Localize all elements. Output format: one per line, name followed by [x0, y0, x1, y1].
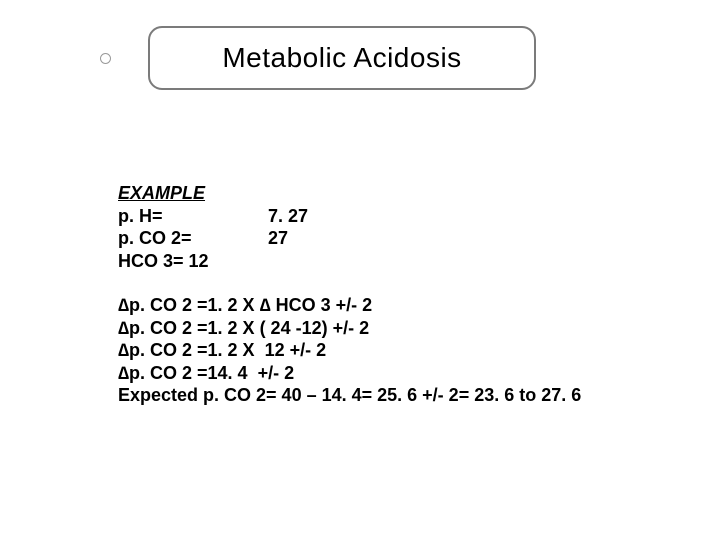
slide: Metabolic Acidosis EXAMPLE p. H= 7. 27 p… — [0, 0, 720, 540]
example-label: p. H= — [118, 205, 268, 228]
title-box: Metabolic Acidosis — [148, 26, 536, 90]
slide-body: EXAMPLE p. H= 7. 27 p. CO 2= 27 HCO 3= 1… — [118, 182, 658, 407]
example-label: p. CO 2= — [118, 227, 268, 250]
calc-line: Expected p. CO 2= 40 – 14. 4= 25. 6 +/- … — [118, 384, 658, 407]
calc-line: ∆p. CO 2 =14. 4 +/- 2 — [118, 362, 658, 385]
calc-line: ∆p. CO 2 =1. 2 X ∆ HCO 3 +/- 2 — [118, 294, 658, 317]
example-label: HCO 3= 12 — [118, 250, 268, 273]
example-row: p. H= 7. 27 — [118, 205, 658, 228]
slide-title: Metabolic Acidosis — [222, 42, 461, 74]
bullet-ring-icon — [100, 53, 111, 64]
calc-block: ∆p. CO 2 =1. 2 X ∆ HCO 3 +/- 2 ∆p. CO 2 … — [118, 294, 658, 407]
example-row: HCO 3= 12 — [118, 250, 658, 273]
calc-line: ∆p. CO 2 =1. 2 X ( 24 -12) +/- 2 — [118, 317, 658, 340]
example-value: 7. 27 — [268, 205, 308, 228]
example-row: p. CO 2= 27 — [118, 227, 658, 250]
example-value: 27 — [268, 227, 288, 250]
example-heading: EXAMPLE — [118, 182, 658, 205]
calc-line: ∆p. CO 2 =1. 2 X 12 +/- 2 — [118, 339, 658, 362]
